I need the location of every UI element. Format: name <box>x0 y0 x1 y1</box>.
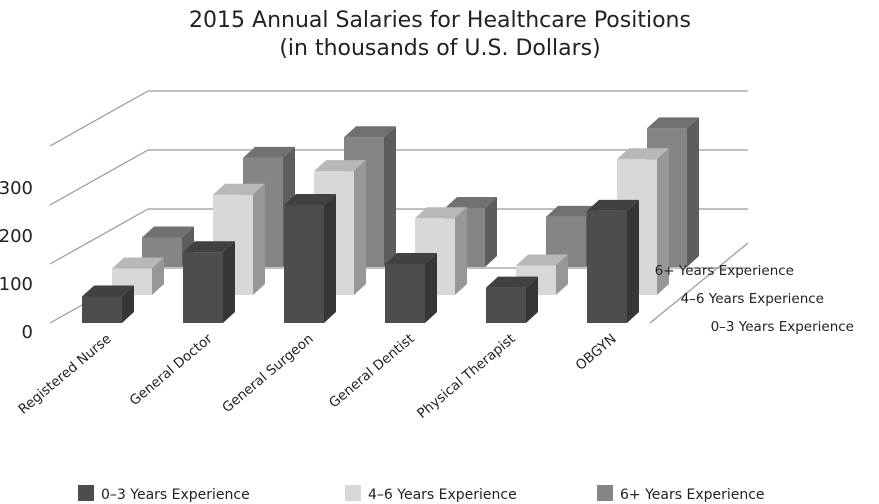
legend-label: 0–3 Years Experience <box>101 487 250 503</box>
legend-item: 4–6 Years Experience <box>345 485 517 503</box>
legend-swatch <box>345 485 361 501</box>
bar-top <box>415 207 467 219</box>
bar-side <box>425 253 437 323</box>
bar-side <box>455 207 467 295</box>
bar-top <box>183 241 235 253</box>
bar-front <box>183 252 223 323</box>
bar-side <box>122 285 134 323</box>
y-tick-label: 200 <box>0 226 33 247</box>
bar-top <box>243 146 295 158</box>
category-label: General Dentist <box>326 331 418 411</box>
legend-label: 6+ Years Experience <box>620 487 765 503</box>
depth-label: 0–3 Years Experience <box>711 319 854 335</box>
legend-label: 4–6 Years Experience <box>368 487 517 503</box>
y-tick-label: 100 <box>0 274 33 295</box>
chart-title: 2015 Annual Salaries for Healthcare Posi… <box>189 8 691 33</box>
category-label: Physical Therapist <box>414 331 518 422</box>
bar <box>587 199 639 323</box>
bar-front <box>486 287 526 323</box>
bar-top <box>647 117 699 129</box>
grid-diagonal-line <box>49 90 149 147</box>
bar-top <box>112 257 164 269</box>
category-labels: Registered Nurse General Doctor General Su… <box>15 331 619 422</box>
bar-side <box>657 148 669 295</box>
y-tick-label: 300 <box>0 178 33 199</box>
depth-label: 6+ Years Experience <box>655 263 794 279</box>
bar-top <box>587 199 639 211</box>
bar-front <box>284 205 324 323</box>
legend: 0–3 Years Experience 4–6 Years Experience… <box>78 485 765 503</box>
bar <box>284 194 336 323</box>
bar-side <box>152 257 164 295</box>
bar-top <box>516 254 568 266</box>
bar-side <box>687 117 699 267</box>
floor-edge <box>649 242 749 324</box>
category-label: OBGYN <box>573 331 620 374</box>
bar-side <box>556 254 568 295</box>
bar-side <box>526 276 538 323</box>
bar-top <box>385 253 437 264</box>
bar <box>82 285 134 323</box>
y-tick-labels: 0 100 200 300 <box>0 178 33 343</box>
bar-front <box>385 264 425 323</box>
depth-label: 4–6 Years Experience <box>681 291 824 307</box>
bar <box>183 241 235 323</box>
bar-top <box>546 205 598 217</box>
category-label: General Surgeon <box>219 331 316 416</box>
bar-top <box>344 126 396 138</box>
bar-front <box>587 210 627 323</box>
legend-swatch <box>78 485 94 501</box>
legend-item: 0–3 Years Experience <box>78 485 250 503</box>
bar-side <box>485 197 497 267</box>
bar-top <box>445 197 497 208</box>
bar-side <box>354 160 366 295</box>
bar-side <box>384 126 396 267</box>
bar-top <box>617 148 669 160</box>
legend-item: 6+ Years Experience <box>597 485 765 503</box>
bar-top <box>284 194 336 205</box>
bar-side <box>324 194 336 323</box>
legend-swatch <box>597 485 613 501</box>
chart-subtitle: (in thousands of U.S. Dollars) <box>279 36 600 61</box>
bars <box>82 117 699 323</box>
grid-diagonal-line <box>49 208 149 265</box>
category-label: Registered Nurse <box>15 331 114 418</box>
bar-top <box>486 276 538 288</box>
category-label: General Doctor <box>127 331 216 410</box>
bar <box>486 276 538 323</box>
bar <box>385 253 437 323</box>
depth-labels: 0–3 Years Experience 4–6 Years Experience… <box>655 263 854 335</box>
bar-top <box>142 226 194 238</box>
grid-diagonal-line <box>49 149 149 206</box>
bar-side <box>223 241 235 323</box>
bar-top <box>314 160 366 172</box>
y-tick-label: 0 <box>22 322 33 343</box>
bar-front <box>82 296 122 323</box>
bar-side <box>627 199 639 323</box>
bar-top <box>82 285 134 297</box>
bar-side <box>253 183 265 295</box>
bar-top <box>213 183 265 195</box>
